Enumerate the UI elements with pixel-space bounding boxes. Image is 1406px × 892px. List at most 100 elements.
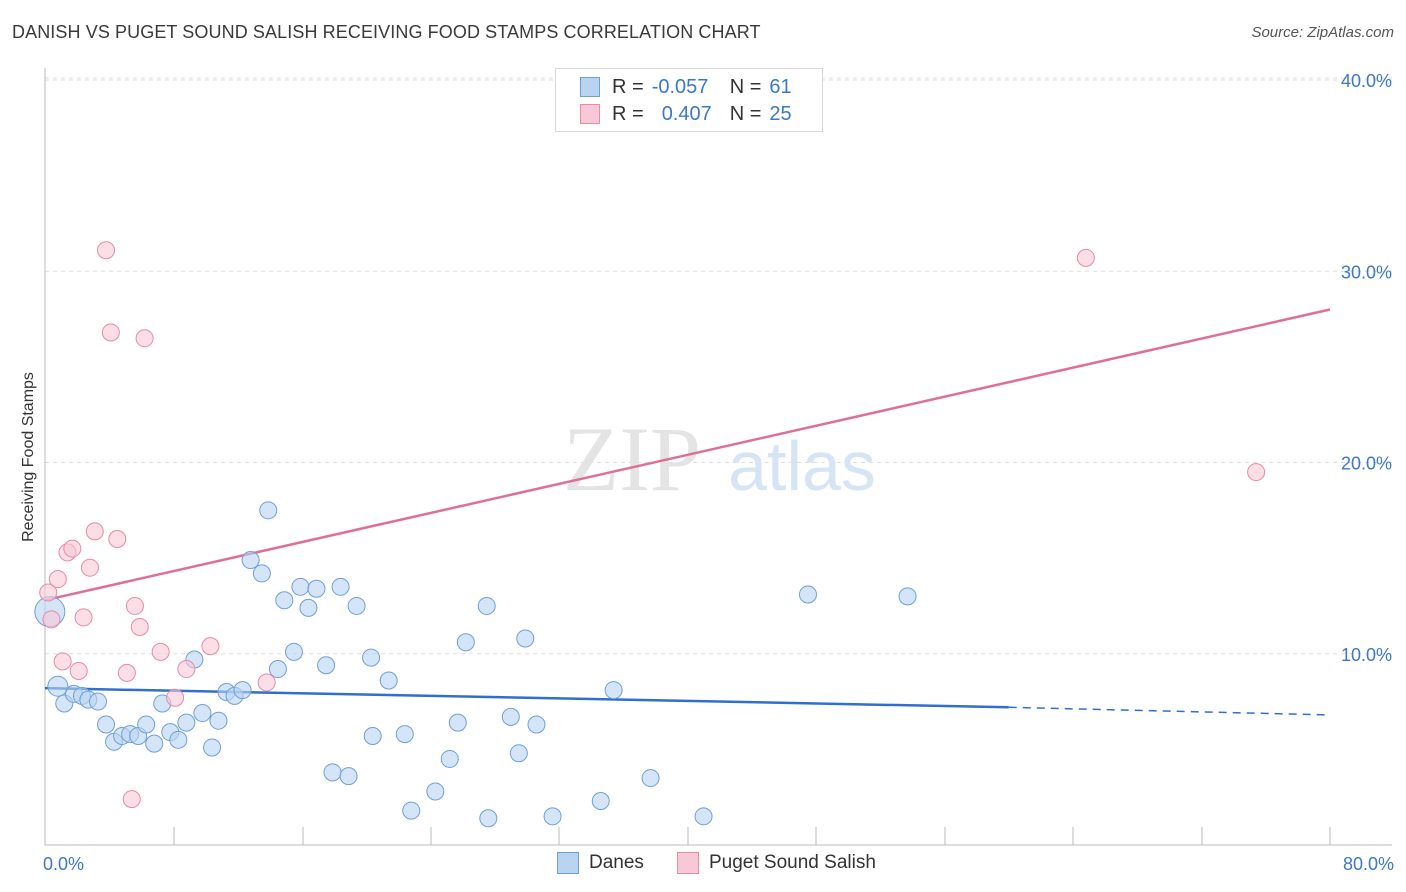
point-salish: [135, 329, 154, 348]
point-danes: [145, 734, 164, 753]
point-danes: [440, 749, 459, 768]
point-danes: [363, 726, 382, 745]
point-danes: [448, 713, 467, 732]
point-danes: [591, 792, 610, 811]
point-salish: [1076, 248, 1095, 267]
point-danes: [291, 577, 310, 596]
point-salish: [166, 688, 185, 707]
correlation-legend: R = -0.057 N = 61 R = 0.407 N = 25: [555, 68, 823, 132]
legend-r-value: 0.407: [661, 102, 712, 125]
point-danes: [543, 807, 562, 826]
point-danes: [362, 648, 381, 667]
x-tick-label-min: 0.0%: [43, 854, 84, 874]
point-salish: [177, 660, 196, 679]
point-danes: [339, 767, 358, 786]
tick-labels: 10.0% 20.0% 30.0% 40.0% 0.0% 80.0%: [43, 71, 1394, 874]
series-legend-salish[interactable]: Puget Sound Salish: [677, 852, 876, 874]
legend-r-label: R =: [612, 75, 644, 98]
point-salish: [39, 583, 58, 602]
point-salish: [97, 241, 116, 260]
point-salish: [257, 673, 276, 692]
point-danes: [641, 769, 660, 788]
point-danes: [395, 725, 414, 744]
legend-swatch-salish: [580, 104, 600, 124]
legend-row-salish: R = 0.407 N = 25: [580, 102, 792, 126]
point-salish: [80, 558, 99, 577]
series-label-danes: Danes: [589, 852, 644, 873]
point-salish: [63, 539, 82, 558]
series-legend-danes[interactable]: Danes: [557, 852, 644, 874]
point-danes: [252, 564, 271, 583]
point-danes: [456, 633, 475, 652]
y-tick-label: 10.0%: [1341, 645, 1392, 665]
point-danes: [323, 763, 342, 782]
point-danes: [89, 692, 108, 711]
watermark: ZIP atlas: [563, 408, 876, 510]
point-danes: [331, 577, 350, 596]
point-danes: [527, 715, 546, 734]
point-salish: [122, 790, 141, 809]
point-danes: [203, 738, 222, 757]
legend-row-danes: R = -0.057 N = 61: [580, 75, 792, 99]
trend-line-salish: [44, 308, 1331, 602]
point-salish: [108, 530, 127, 548]
x-tick-label-max: 80.0%: [1343, 854, 1394, 874]
point-danes: [275, 591, 294, 610]
point-danes: [47, 675, 69, 697]
chart-title: DANISH VS PUGET SOUND SALISH RECEIVING F…: [12, 22, 761, 42]
point-salish: [101, 323, 120, 342]
point-danes: [477, 596, 496, 615]
point-danes: [426, 782, 445, 801]
y-axis-label: Receiving Food Stamps: [20, 372, 37, 542]
point-danes: [307, 579, 326, 598]
legend-n-label: N =: [729, 75, 762, 98]
point-danes: [317, 656, 336, 675]
point-danes: [268, 660, 287, 679]
point-salish: [151, 642, 170, 661]
point-danes: [193, 704, 212, 723]
point-danes: [284, 642, 303, 661]
legend-n-value: 25: [769, 102, 792, 125]
point-danes: [347, 596, 366, 615]
point-danes: [501, 707, 520, 726]
series-label-salish: Puget Sound Salish: [709, 852, 876, 873]
point-danes: [509, 744, 528, 763]
point-danes: [259, 501, 278, 520]
point-danes: [177, 713, 196, 732]
point-salish: [130, 617, 149, 636]
y-tick-label: 40.0%: [1341, 71, 1392, 91]
axes: [44, 68, 1392, 846]
point-salish: [1247, 463, 1266, 482]
point-salish: [48, 570, 67, 589]
trend-lines: [44, 308, 1331, 716]
point-danes: [694, 807, 713, 826]
watermark-zip: ZIP: [563, 408, 701, 510]
legend-swatch-danes: [580, 77, 600, 97]
point-danes: [479, 809, 498, 828]
y-tick-label: 30.0%: [1341, 262, 1392, 282]
point-danes: [798, 585, 817, 604]
point-salish: [42, 610, 61, 629]
series-legend: Danes Puget Sound Salish: [0, 852, 1406, 878]
point-salish: [201, 637, 220, 656]
legend-r-value: -0.057: [651, 75, 709, 98]
point-salish: [69, 661, 88, 680]
point-danes: [241, 551, 260, 570]
point-danes: [402, 801, 421, 820]
point-danes: [898, 587, 917, 606]
trend-line-danes: [44, 686, 1009, 709]
point-danes: [233, 681, 252, 700]
watermark-atlas: atlas: [728, 427, 876, 505]
trend-line-danes-extension: [1008, 706, 1331, 716]
source-credit: Source: ZipAtlas.com: [1251, 24, 1394, 41]
point-salish: [85, 522, 104, 541]
legend-r-label: R =: [612, 102, 644, 125]
point-danes: [137, 715, 156, 734]
series-swatch-salish: [677, 852, 699, 874]
y-tick-label: 20.0%: [1341, 454, 1392, 474]
point-danes: [604, 681, 623, 700]
point-danes: [209, 711, 228, 730]
legend-n-label: N =: [729, 102, 762, 125]
legend-n-value: 61: [769, 75, 792, 98]
